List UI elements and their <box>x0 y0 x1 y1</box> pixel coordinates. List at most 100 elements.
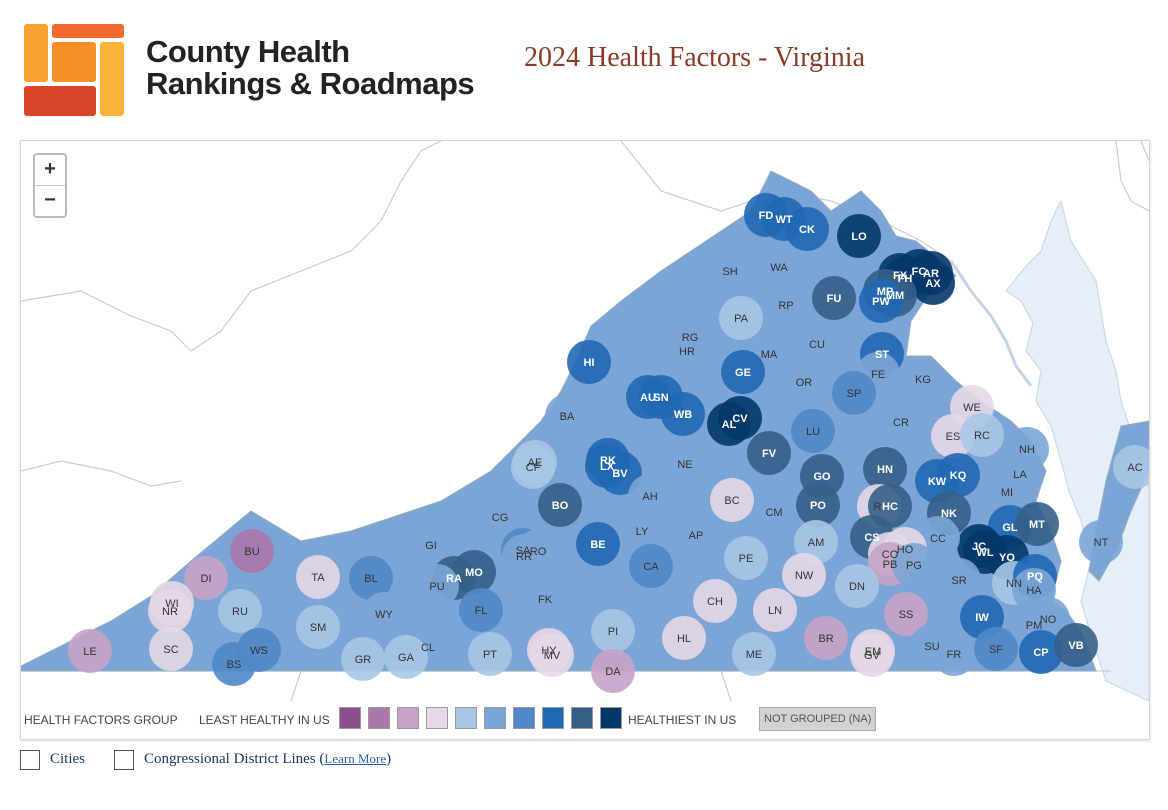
zoom-in-button[interactable]: + <box>35 155 65 186</box>
county-ah[interactable] <box>628 474 672 518</box>
county-nr[interactable] <box>148 589 192 633</box>
county-bl[interactable] <box>349 556 393 600</box>
state-border-de <box>1115 141 1149 212</box>
county-kg[interactable] <box>901 357 945 401</box>
legend-not-grouped: NOT GROUPED (NA) <box>759 707 877 731</box>
county-fl[interactable] <box>459 588 503 632</box>
cities-checkbox[interactable] <box>20 750 40 770</box>
legend-least-label: LEAST HEALTHY IN US <box>199 713 330 727</box>
legend-swatch-5 <box>455 707 477 729</box>
county-pi[interactable] <box>591 609 635 653</box>
county-gr[interactable] <box>341 637 385 681</box>
districts-label-close: ) <box>386 751 392 767</box>
county-po[interactable] <box>796 483 840 527</box>
county-mi[interactable] <box>985 470 1029 514</box>
county-gv[interactable] <box>850 633 894 677</box>
county-cr[interactable] <box>879 400 923 444</box>
county-ne[interactable] <box>663 442 707 486</box>
county-cu[interactable] <box>795 322 839 366</box>
county-ca[interactable] <box>629 544 673 588</box>
learn-more-link[interactable]: Learn More <box>324 751 387 766</box>
county-ge[interactable] <box>721 350 765 394</box>
potomac-river <box>949 260 1033 387</box>
county-sh[interactable] <box>708 249 752 293</box>
county-pg[interactable] <box>892 543 936 587</box>
county-ru[interactable] <box>218 589 262 633</box>
county-cg[interactable] <box>478 495 522 539</box>
county-vb[interactable] <box>1054 623 1098 667</box>
legend: HEALTH FACTORS GROUP LEAST HEALTHY IN US… <box>21 704 1149 734</box>
county-be[interactable] <box>576 522 620 566</box>
county-mv[interactable] <box>530 633 574 677</box>
county-pe[interactable] <box>724 536 768 580</box>
county-lu[interactable] <box>791 409 835 453</box>
county-br[interactable] <box>804 616 848 660</box>
county-cp[interactable] <box>1019 630 1063 674</box>
page-title: 2024 Health Factors - Virginia <box>524 42 866 73</box>
county-cm[interactable] <box>752 490 796 534</box>
county-sc[interactable] <box>149 627 193 671</box>
county-ap[interactable] <box>674 513 718 557</box>
county-da[interactable] <box>591 649 635 693</box>
county-hr[interactable] <box>665 329 709 373</box>
county-mt[interactable] <box>1015 502 1059 546</box>
county-cv[interactable] <box>718 396 762 440</box>
county-or[interactable] <box>782 360 826 404</box>
county-ln[interactable] <box>753 588 797 632</box>
county-hn[interactable] <box>863 447 907 491</box>
county-rc[interactable] <box>960 413 1004 457</box>
county-ga[interactable] <box>384 635 428 679</box>
county-nw[interactable] <box>782 553 826 597</box>
map-container[interactable]: FD WT CK LO SH WA FU FX FC AR AX FH MP MM PW RP PA RG HR CU… <box>20 140 1150 740</box>
chesapeake-bay <box>1005 199 1149 701</box>
county-gi[interactable] <box>409 523 453 567</box>
zoom-out-button[interactable]: − <box>44 189 56 211</box>
county-fk[interactable] <box>523 577 567 621</box>
county-am[interactable] <box>794 520 838 564</box>
county-cf[interactable] <box>511 445 555 489</box>
county-wa[interactable] <box>757 245 801 289</box>
county-bv[interactable] <box>598 451 642 495</box>
districts-checkbox[interactable] <box>114 750 134 770</box>
county-sr[interactable] <box>937 558 981 602</box>
county-nt[interactable] <box>1079 520 1123 564</box>
county-pt[interactable] <box>468 632 512 676</box>
county-sp[interactable] <box>832 371 876 415</box>
county-pa[interactable] <box>719 296 763 340</box>
county-sm[interactable] <box>296 605 340 649</box>
county-wy[interactable] <box>362 592 406 636</box>
county-bs[interactable] <box>212 642 256 686</box>
logo-icon <box>24 24 124 116</box>
county-bc[interactable] <box>710 478 754 522</box>
legend-swatch-2 <box>368 707 390 729</box>
county-sf[interactable] <box>974 627 1018 671</box>
county-le[interactable] <box>68 629 112 673</box>
county-pu[interactable] <box>415 564 459 608</box>
county-di[interactable] <box>184 556 228 600</box>
county-ch[interactable] <box>693 579 737 623</box>
county-ac[interactable] <box>1113 445 1149 489</box>
legend-group-label: HEALTH FACTORS GROUP <box>24 713 178 727</box>
county-ss[interactable] <box>884 592 928 636</box>
county-pw[interactable] <box>859 279 903 323</box>
county-lo[interactable] <box>837 214 881 258</box>
county-ly[interactable] <box>620 509 664 553</box>
districts-label: Congressional District Lines (Learn More… <box>144 751 391 768</box>
county-ta[interactable] <box>296 555 340 599</box>
county-ba[interactable] <box>545 394 589 438</box>
county-bu[interactable] <box>230 529 274 573</box>
county-fr[interactable] <box>932 632 976 676</box>
county-me[interactable] <box>732 632 776 676</box>
county-wb[interactable] <box>661 392 705 436</box>
county-bo[interactable] <box>538 483 582 527</box>
county-rp[interactable] <box>764 283 808 327</box>
brand-name: County Health Rankings & Roadmaps <box>146 36 475 100</box>
county-ck[interactable] <box>785 207 829 251</box>
county-fv[interactable] <box>747 431 791 475</box>
county-fu[interactable] <box>812 276 856 320</box>
county-dn[interactable] <box>835 564 879 608</box>
county-rr[interactable] <box>502 534 546 578</box>
county-hl[interactable] <box>662 616 706 660</box>
county-hi[interactable] <box>567 340 611 384</box>
